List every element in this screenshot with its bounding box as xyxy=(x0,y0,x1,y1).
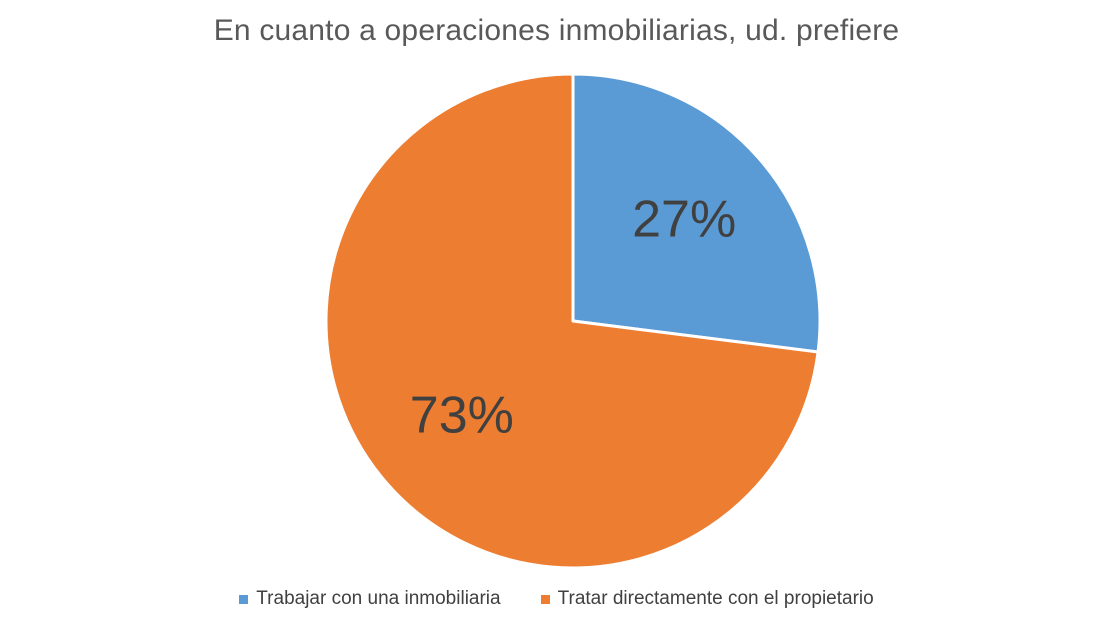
pie-data-labels: 27% 73% xyxy=(410,191,736,445)
legend-swatch-0 xyxy=(239,594,249,604)
data-label-0: 27% xyxy=(632,191,736,249)
legend-swatch-1 xyxy=(540,594,550,604)
pie-slice-1 xyxy=(324,72,820,570)
pie-slices xyxy=(324,72,822,570)
chart-title: En cuanto a operaciones inmobiliarias, u… xyxy=(213,14,900,47)
legend-item-0: Trabajar con una inmobiliaria xyxy=(239,588,501,610)
data-label-1: 73% xyxy=(410,387,514,445)
legend-item-1: Tratar directamente con el propietario xyxy=(540,588,874,610)
pie-slice-0 xyxy=(571,72,822,354)
legend-label-1: Tratar directamente con el propietario xyxy=(557,588,874,609)
legend: Trabajar con una inmobiliaria Tratar dir… xyxy=(0,588,1113,610)
legend-label-0: Trabajar con una inmobiliaria xyxy=(256,588,501,609)
